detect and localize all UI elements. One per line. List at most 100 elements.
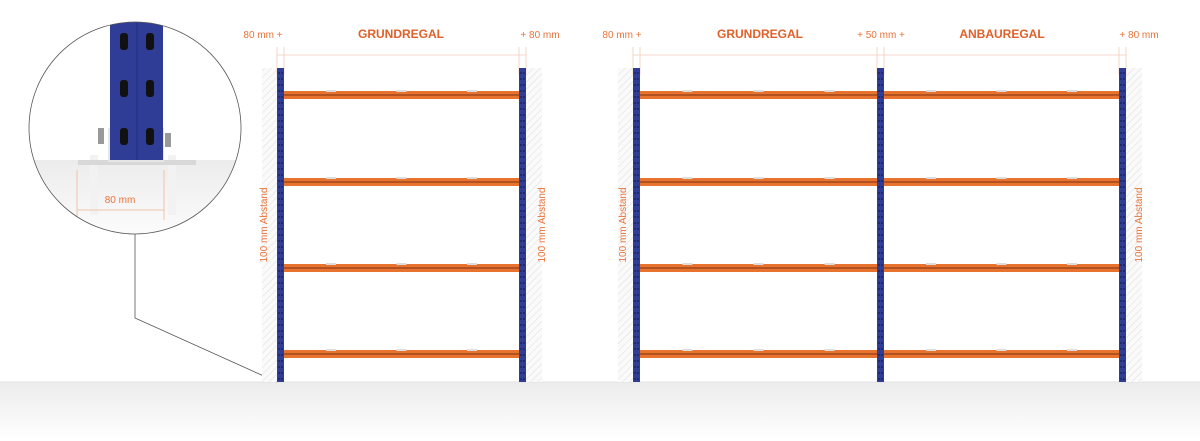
- upright-hole: [878, 270, 880, 272]
- upright-hole: [1123, 204, 1125, 206]
- upright-hole: [523, 294, 525, 296]
- upright-hole: [1120, 72, 1122, 74]
- upright-hole: [634, 168, 636, 170]
- upright-hole: [878, 282, 880, 284]
- upright-hole: [520, 366, 522, 368]
- beam-clip: [824, 263, 835, 265]
- upright-hole: [278, 216, 280, 218]
- upright-hole: [637, 300, 639, 302]
- upright-hole: [637, 198, 639, 200]
- beam-clip: [753, 263, 764, 265]
- upright-hole: [278, 162, 280, 164]
- upright-hole: [881, 168, 883, 170]
- upright-hole: [1120, 150, 1122, 152]
- upright-hole: [637, 276, 639, 278]
- upright-hole: [881, 174, 883, 176]
- upright-hole: [881, 342, 883, 344]
- upright-hole: [637, 132, 639, 134]
- upright-hole: [878, 138, 880, 140]
- upright-hole: [881, 318, 883, 320]
- upright-hole: [281, 360, 283, 362]
- beam-clip: [926, 90, 936, 92]
- upright-hole: [878, 300, 880, 302]
- upright-hole: [281, 174, 283, 176]
- upright-hole: [1120, 192, 1122, 194]
- upright-hole: [520, 198, 522, 200]
- upright-hole: [637, 150, 639, 152]
- upright-hole: [1123, 162, 1125, 164]
- right-rack-middle-gap: + 50 mm +: [857, 30, 905, 41]
- upright-hole: [878, 72, 880, 74]
- upright-hole: [1123, 114, 1125, 116]
- right-rack-left-margin: 80 mm +: [602, 30, 641, 41]
- upright-hole: [1123, 84, 1125, 86]
- upright-hole: [278, 222, 280, 224]
- upright-hole: [520, 210, 522, 212]
- upright-hole: [523, 276, 525, 278]
- upright-hole: [881, 138, 883, 140]
- upright-hole: [1120, 138, 1122, 140]
- right-rack-title-extension: ANBAUREGAL: [959, 27, 1044, 41]
- upright-hole: [1123, 312, 1125, 314]
- upright-hole: [520, 90, 522, 92]
- upright-hole: [878, 120, 880, 122]
- beam-clip: [996, 349, 1007, 351]
- upright-hole: [281, 330, 283, 332]
- upright-hole: [281, 282, 283, 284]
- upright-hole: [1120, 360, 1122, 362]
- beam-clip: [996, 263, 1007, 265]
- upright-hole: [1120, 180, 1122, 182]
- upright-hole: [878, 276, 880, 278]
- beam-clip: [467, 177, 477, 179]
- upright-hole: [637, 204, 639, 206]
- beam-clip: [1067, 263, 1077, 265]
- beam-clip: [824, 177, 835, 179]
- upright-hole: [634, 198, 636, 200]
- foot-width-label: 80 mm: [105, 195, 136, 206]
- upright-hole: [881, 294, 883, 296]
- upright-hole: [881, 252, 883, 254]
- upright-hole: [281, 162, 283, 164]
- upright-hole: [637, 174, 639, 176]
- upright-hole: [637, 246, 639, 248]
- upright-hole: [278, 192, 280, 194]
- upright-hole: [1120, 126, 1122, 128]
- upright-hole: [634, 78, 636, 80]
- upright-hole: [878, 234, 880, 236]
- upright-hole: [881, 222, 883, 224]
- upright-hole: [637, 228, 639, 230]
- upright-hole: [881, 378, 883, 380]
- upright-hole: [520, 156, 522, 158]
- upright-hole: [881, 372, 883, 374]
- upright-hole: [881, 228, 883, 230]
- upright-hole: [637, 216, 639, 218]
- upright-hole: [634, 222, 636, 224]
- upright-hole: [278, 336, 280, 338]
- upright-hole: [278, 132, 280, 134]
- upright-hole: [637, 336, 639, 338]
- upright-hole: [878, 132, 880, 134]
- upright-hole: [1120, 306, 1122, 308]
- upright-hole: [520, 360, 522, 362]
- upright-hole: [1120, 228, 1122, 230]
- upright-hole: [1120, 300, 1122, 302]
- wall-left: [262, 68, 277, 382]
- upright-hole: [1123, 216, 1125, 218]
- upright-hole: [881, 156, 883, 158]
- upright-hole: [523, 228, 525, 230]
- beam-clip: [824, 90, 835, 92]
- upright-hole: [637, 252, 639, 254]
- upright-hole: [634, 306, 636, 308]
- beam-clip: [396, 349, 407, 351]
- upright-hole: [637, 324, 639, 326]
- upright-hole: [1120, 252, 1122, 254]
- upright-hole: [523, 378, 525, 380]
- upright-hole: [881, 150, 883, 152]
- upright-hole: [878, 162, 880, 164]
- upright-hole: [281, 228, 283, 230]
- upright-hole: [637, 312, 639, 314]
- upright-hole: [878, 198, 880, 200]
- upright-hole: [1123, 192, 1125, 194]
- upright-hole: [281, 186, 283, 188]
- upright-hole: [520, 300, 522, 302]
